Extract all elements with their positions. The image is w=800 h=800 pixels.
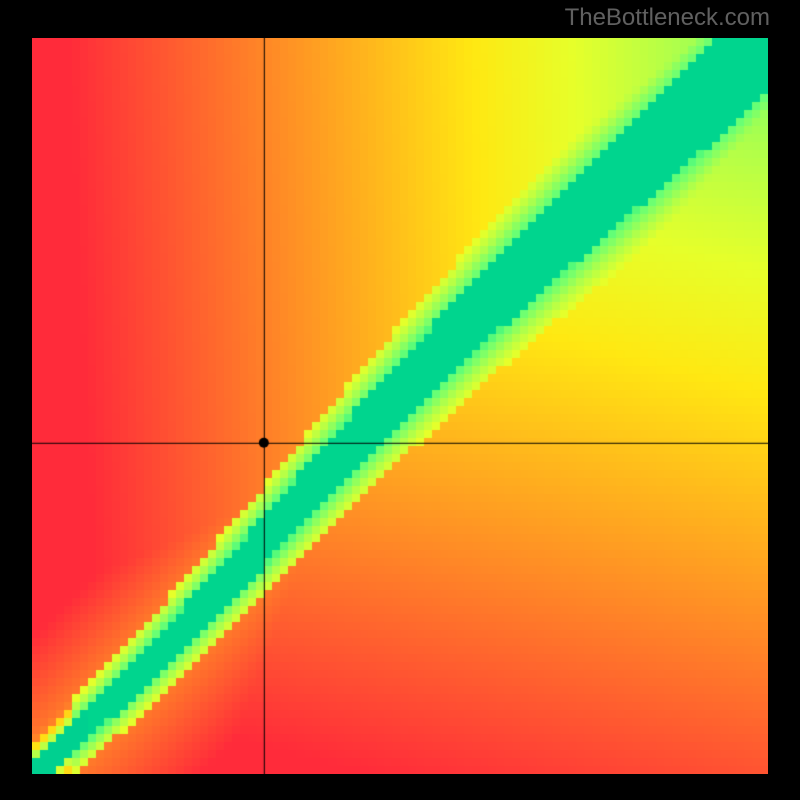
watermark-text: TheBottleneck.com bbox=[565, 4, 770, 32]
heatmap-plot bbox=[32, 38, 768, 774]
heatmap-canvas bbox=[32, 38, 768, 774]
